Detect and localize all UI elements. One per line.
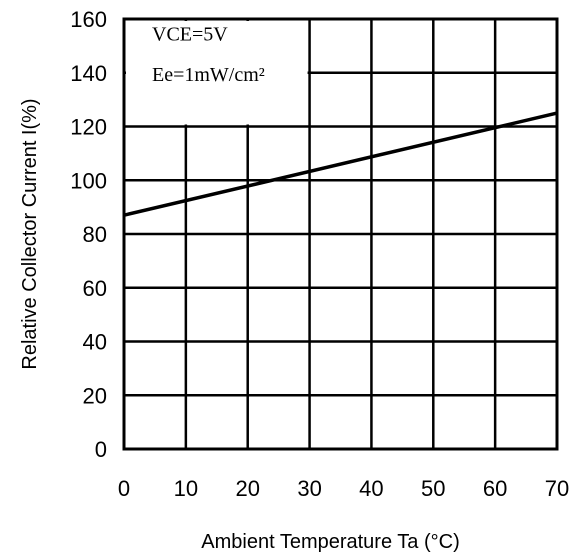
plot-frame bbox=[122, 17, 559, 451]
x-tick-label: 70 bbox=[545, 476, 569, 501]
y-tick-label: 40 bbox=[83, 330, 107, 355]
annotation-text: VCE=5V bbox=[152, 24, 228, 46]
y-tick-label: 160 bbox=[70, 7, 107, 32]
grid bbox=[124, 19, 557, 449]
x-tick-label: 50 bbox=[421, 476, 445, 501]
y-tick-label: 20 bbox=[83, 383, 107, 408]
y-tick-label: 140 bbox=[70, 61, 107, 86]
y-tick-labels: 0 20 40 60 80 100 120 140 160 bbox=[70, 7, 107, 462]
annotations: VCE=5V Ee=1mW/cm² bbox=[126, 21, 308, 125]
y-tick-label: 0 bbox=[95, 437, 107, 462]
y-tick-label: 100 bbox=[70, 168, 107, 193]
x-tick-label: 40 bbox=[359, 476, 383, 501]
y-tick-label: 60 bbox=[83, 276, 107, 301]
series-lines bbox=[123, 111, 558, 217]
annotation-box bbox=[126, 21, 308, 125]
x-tick-label: 20 bbox=[235, 476, 259, 501]
y-tick-label: 80 bbox=[83, 222, 107, 247]
x-tick-label: 10 bbox=[174, 476, 198, 501]
x-axis-label: Ambient Temperature Ta (°C) bbox=[201, 531, 459, 553]
y-axis-label: Relative Collector Current I(%) bbox=[19, 98, 41, 369]
annotation-text: Ee=1mW/cm² bbox=[152, 64, 265, 86]
x-tick-labels: 0 10 20 30 40 50 60 70 bbox=[118, 476, 569, 501]
y-tick-label: 120 bbox=[70, 115, 107, 140]
series-line bbox=[123, 111, 558, 217]
x-tick-label: 30 bbox=[297, 476, 321, 501]
x-tick-label: 0 bbox=[118, 476, 130, 501]
x-tick-label: 60 bbox=[483, 476, 507, 501]
